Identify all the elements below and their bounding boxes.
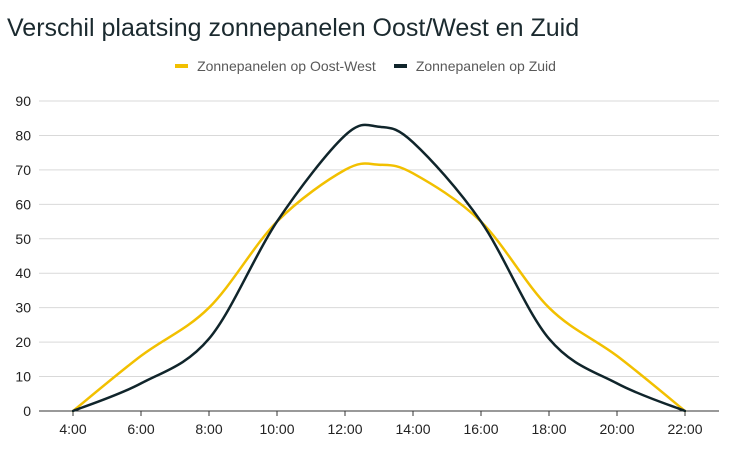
- y-tick-label-30: 30: [15, 300, 31, 316]
- legend-item-zuid: Zonnepanelen op Zuid: [393, 58, 556, 74]
- series-line-oost-west: [71, 162, 687, 413]
- x-tick-label-2: 8:00: [195, 421, 222, 437]
- x-tick-label-8: 20:00: [599, 421, 634, 437]
- y-tick-label-50: 50: [15, 231, 31, 247]
- legend: Zonnepanelen op Oost-West Zonnepanelen o…: [0, 58, 731, 74]
- y-tick-label-70: 70: [15, 162, 31, 178]
- x-tick-label-4: 12:00: [327, 421, 362, 437]
- x-tick-label-0: 4:00: [59, 421, 86, 437]
- chart-title: Verschil plaatsing zonnepanelen Oost/Wes…: [7, 14, 580, 42]
- legend-label-oost-west: Zonnepanelen op Oost-West: [197, 58, 376, 74]
- legend-swatch-oost-west: [175, 64, 189, 68]
- y-tick-label-10: 10: [15, 369, 31, 385]
- x-tick-label-6: 16:00: [463, 421, 498, 437]
- x-tick-label-1: 6:00: [127, 421, 154, 437]
- y-tick-label-60: 60: [15, 196, 31, 212]
- legend-item-oost-west: Zonnepanelen op Oost-West: [175, 58, 376, 74]
- x-tick-label-9: 22:00: [667, 421, 702, 437]
- y-tick-label-40: 40: [15, 265, 31, 281]
- legend-label-zuid: Zonnepanelen op Zuid: [415, 58, 556, 74]
- x-tick-label-7: 18:00: [531, 421, 566, 437]
- series-line-zuid: [71, 123, 687, 413]
- y-tick-label-80: 80: [15, 127, 31, 143]
- legend-swatch-zuid: [393, 64, 407, 68]
- x-tick-label-3: 10:00: [259, 421, 294, 437]
- y-tick-label-0: 0: [23, 403, 31, 419]
- y-tick-label-20: 20: [15, 334, 31, 350]
- y-tick-label-90: 90: [15, 93, 31, 109]
- x-tick-label-5: 14:00: [395, 421, 430, 437]
